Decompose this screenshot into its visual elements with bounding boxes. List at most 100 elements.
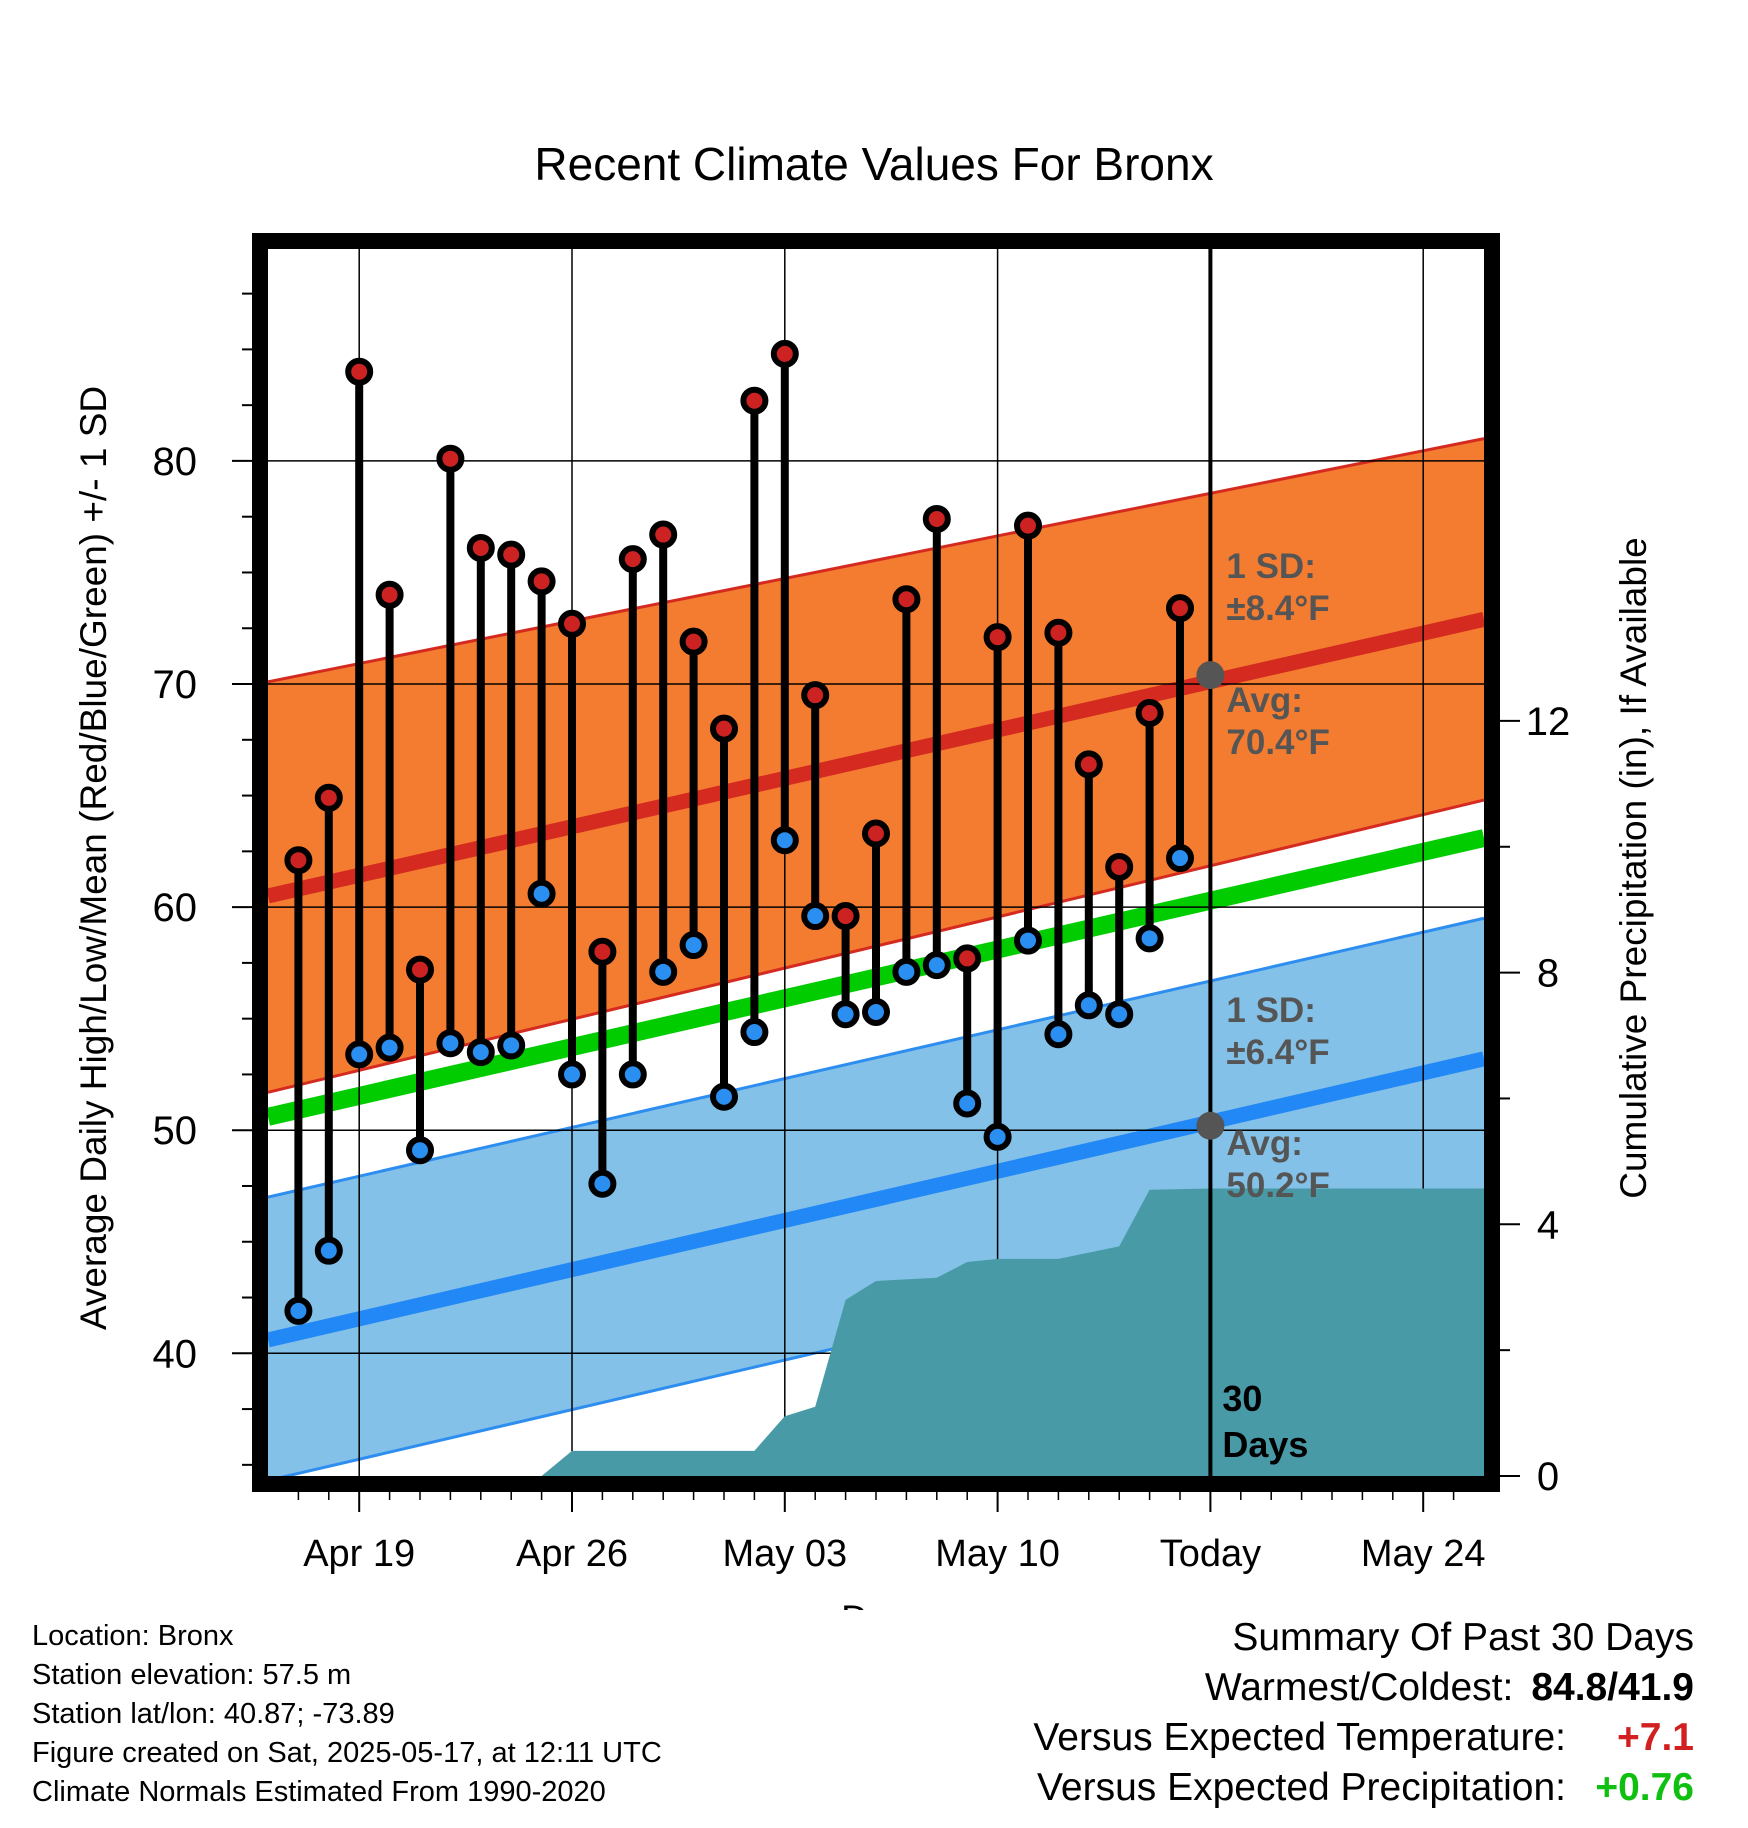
low-point [1135,924,1164,953]
low-point [314,1236,343,1265]
normals-text: Climate Normals Estimated From 1990-2020 [32,1776,606,1808]
low-point [527,879,556,908]
high-avg-label: Avg: 70.4°F [1226,681,1330,762]
low-point [953,1089,982,1118]
days-label-line: 30 [1222,1378,1262,1419]
summary-temp: Versus Expected Temperature: +7.1 [1033,1713,1694,1763]
high-point [497,540,526,569]
low-point [1044,1020,1073,1049]
x-tick-label: May 24 [1361,1533,1486,1575]
created-text: Figure created on Sat, 2025-05-17, at 12… [32,1737,662,1769]
y-tick-label: 60 [153,886,198,930]
low-point [284,1296,313,1325]
low-point [892,957,921,986]
axes: 40 50 60 70 80 0 4 8 12 Apr 19 Apr 26 May 03 May 10 T… [153,292,1571,1575]
low-point [1074,991,1103,1020]
low-point [740,1018,769,1047]
high-point [436,444,465,473]
low-point [345,1040,374,1069]
summary-precip: Versus Expected Precipitation: +0.76 [1033,1763,1694,1813]
high-point [953,944,982,973]
low-sd-label: 1 SD: ±6.4°F [1226,991,1329,1072]
y-tick-label: 80 [153,440,198,484]
high-point [1074,750,1103,779]
climate-chart: Recent Climate Values For Bronx 1 SD: ±8.… [73,138,1654,1610]
low-point [862,997,890,1026]
low-point [497,1031,526,1060]
high-point [466,533,495,562]
low-sd-label-line: ±6.4°F [1226,1033,1329,1072]
summary-warm-cold: Warmest/Coldest: 84.8/41.9 [1033,1663,1694,1713]
y2-tick-label: 12 [1526,700,1571,744]
high-point [527,567,556,596]
high-point [284,846,313,875]
high-point [649,520,678,549]
high-avg-marker [1196,661,1225,690]
high-point [1044,618,1073,647]
observations [284,339,1194,1325]
y-axis-label: Average Daily High/Low/Mean (Red/Blue/Gr… [73,386,114,1330]
y2-tick-label: 4 [1537,1203,1559,1247]
low-point [588,1169,617,1198]
high-sd-upper-line [267,437,1485,684]
low-point [679,931,708,960]
y-tick-label: 50 [153,1109,198,1153]
low-point [466,1038,495,1067]
y-tick-label: 70 [153,663,198,707]
low-avg-label: Avg: 50.2°F [1226,1124,1330,1205]
chart-title: Recent Climate Values For Bronx [534,138,1213,190]
high-point [740,386,769,415]
high-mean-line [266,612,1486,904]
low-point [710,1082,738,1111]
warm-cold-label: Warmest/Coldest: [1204,1666,1514,1709]
low-point [1014,926,1042,955]
plot-frame [252,233,1500,1492]
low-point [831,1000,860,1029]
temp-value: +7.1 [1617,1716,1694,1759]
high-point [770,339,799,368]
low-point [375,1033,404,1062]
high-point [922,504,951,533]
days-label-line: Days [1222,1424,1308,1465]
high-point [618,545,647,574]
high-point [1105,852,1134,881]
x-tick-label: Apr 26 [516,1533,628,1575]
low-point [618,1060,647,1089]
precip-label: Versus Expected Precipitation: [1037,1766,1566,1809]
low-sd-upper-line [267,916,1485,1199]
low-point [1105,1000,1134,1029]
low-point [406,1136,434,1165]
low-point [558,1060,586,1089]
low-point [1166,844,1194,873]
high-avg-label-line: 70.4°F [1226,723,1330,762]
low-sd-label-line: 1 SD: [1226,991,1315,1030]
days-label: 30 Days [1222,1378,1308,1465]
low-avg-marker [1196,1111,1225,1140]
station-info: Location: Bronx Station elevation: 57.5 … [32,1617,662,1812]
low-point [801,902,830,931]
y-tick-label: 40 [153,1332,198,1376]
x-tick-label: Today [1160,1533,1261,1575]
high-point [1135,699,1164,728]
high-point [831,902,860,931]
low-avg-label-line: 50.2°F [1226,1166,1330,1205]
high-sd-label: 1 SD: ±8.4°F [1226,547,1329,628]
low-avg-label-line: Avg: [1226,1124,1302,1163]
precip-value: +0.76 [1595,1766,1694,1809]
high-sd-label-line: 1 SD: [1226,547,1315,586]
high-point [983,623,1012,652]
y2-tick-label: 0 [1537,1455,1559,1499]
high-point [679,627,708,656]
y2-axis-label: Cumulative Precipitation (in), If Availa… [1613,537,1654,1199]
summary-panel: Summary Of Past 30 Days Warmest/Coldest:… [1033,1613,1694,1813]
high-point [710,714,738,743]
high-point [1014,511,1042,540]
temp-label: Versus Expected Temperature: [1033,1716,1566,1759]
high-point [406,955,434,984]
low-point [770,826,799,855]
warm-cold-value: 84.8/41.9 [1531,1666,1694,1709]
summary-title: Summary Of Past 30 Days [1232,1616,1694,1659]
high-sd-label-line: ±8.4°F [1226,589,1329,628]
low-point [983,1122,1012,1151]
low-mean-line [266,1051,1486,1348]
